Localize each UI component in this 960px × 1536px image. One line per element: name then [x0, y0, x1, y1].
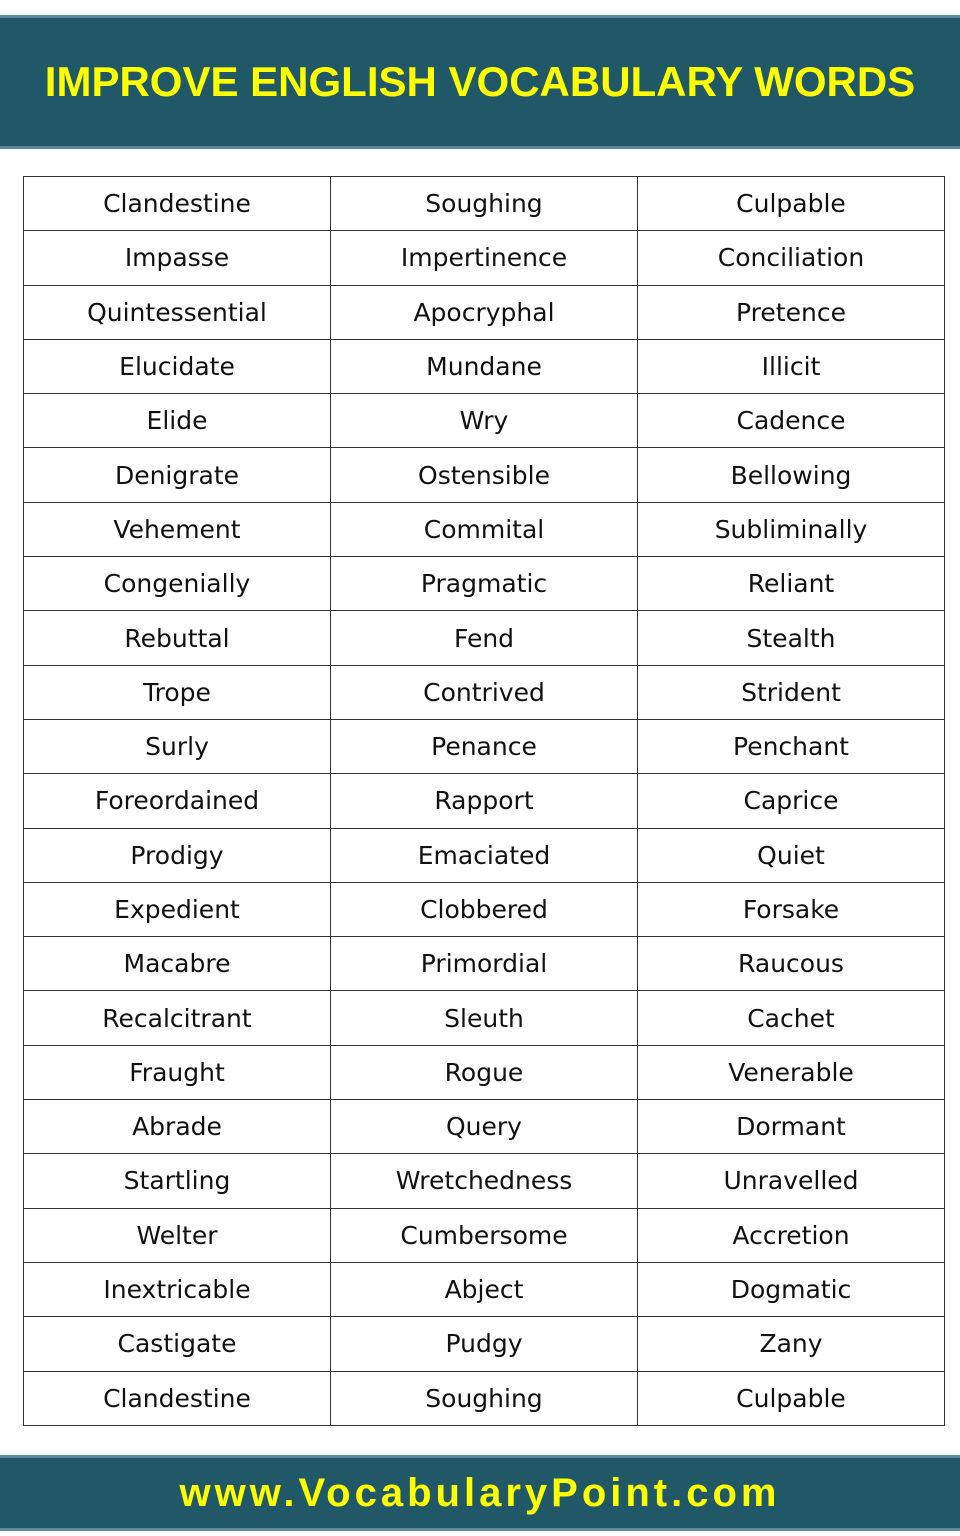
word-cell: Zany: [637, 1316, 945, 1372]
word-cell: Ostensible: [330, 447, 638, 503]
word-cell: Subliminally: [637, 501, 945, 558]
table-row: Macabre Primordial Raucous: [23, 936, 945, 992]
word-cell: Congenially: [23, 556, 331, 612]
table-row: Elucidate Mundane Illicit: [23, 338, 945, 395]
word-cell: Commital: [330, 501, 638, 558]
footer-url: www.VocabularyPoint.com: [0, 1455, 960, 1531]
table-row: Elide Wry Cadence: [23, 393, 945, 449]
word-cell: Denigrate: [23, 447, 331, 503]
table-row: Vehement Commital Subliminally: [23, 501, 945, 558]
word-cell: Clandestine: [23, 175, 331, 232]
word-cell: Startling: [23, 1153, 331, 1209]
word-cell: Venerable: [637, 1044, 945, 1101]
word-cell: Pudgy: [330, 1316, 638, 1372]
word-cell: Conciliation: [637, 230, 945, 286]
word-cell: Bellowing: [637, 447, 945, 503]
word-cell: Pragmatic: [330, 556, 638, 612]
word-cell: Forsake: [637, 881, 945, 938]
word-cell: Rapport: [330, 773, 638, 829]
word-cell: Inextricable: [23, 1261, 331, 1318]
word-cell: Rebuttal: [23, 610, 331, 666]
word-cell: Rogue: [330, 1044, 638, 1101]
word-cell: Strident: [637, 664, 945, 720]
table-row: Denigrate Ostensible Bellowing: [23, 447, 945, 503]
word-cell: Cumbersome: [330, 1207, 638, 1263]
word-cell: Wry: [330, 393, 638, 449]
word-cell: Mundane: [330, 338, 638, 395]
word-cell: Reliant: [637, 556, 945, 612]
word-cell: Raucous: [637, 936, 945, 992]
word-cell: Vehement: [23, 501, 331, 558]
word-cell: Apocryphal: [330, 284, 638, 340]
word-cell: Welter: [23, 1207, 331, 1263]
word-cell: Castigate: [23, 1316, 331, 1372]
word-cell: Surly: [23, 718, 331, 775]
table-row: Welter Cumbersome Accretion: [23, 1207, 945, 1263]
word-cell: Culpable: [637, 1370, 945, 1426]
word-cell: Cadence: [637, 393, 945, 449]
table-row: Clandestine Soughing Culpable: [23, 175, 945, 232]
table-row: Surly Penance Penchant: [23, 718, 945, 775]
word-cell: Expedient: [23, 881, 331, 938]
table-row: Rebuttal Fend Stealth: [23, 610, 945, 666]
word-cell: Penchant: [637, 718, 945, 775]
word-cell: Macabre: [23, 936, 331, 992]
word-cell: Cachet: [637, 990, 945, 1046]
word-cell: Penance: [330, 718, 638, 775]
word-cell: Sleuth: [330, 990, 638, 1046]
vocab-table: Clandestine Soughing Culpable Impasse Impert…: [23, 175, 945, 1426]
word-cell: Dormant: [637, 1099, 945, 1155]
table-row: Fraught Rogue Venerable: [23, 1044, 945, 1101]
word-cell: Pretence: [637, 284, 945, 340]
table-row: Inextricable Abject Dogmatic: [23, 1261, 945, 1318]
word-cell: Foreordained: [23, 773, 331, 829]
word-cell: Quintessential: [23, 284, 331, 340]
table-row: Foreordained Rapport Caprice: [23, 773, 945, 829]
table-row: Abrade Query Dormant: [23, 1099, 945, 1155]
word-cell: Impasse: [23, 230, 331, 286]
word-cell: Fend: [330, 610, 638, 666]
word-cell: Primordial: [330, 936, 638, 992]
word-cell: Elucidate: [23, 338, 331, 395]
table-row: Recalcitrant Sleuth Cachet: [23, 990, 945, 1046]
word-cell: Elide: [23, 393, 331, 449]
word-cell: Contrived: [330, 664, 638, 720]
word-cell: Stealth: [637, 610, 945, 666]
word-cell: Soughing: [330, 1370, 638, 1426]
word-cell: Unravelled: [637, 1153, 945, 1209]
table-row: Quintessential Apocryphal Pretence: [23, 284, 945, 340]
word-cell: Clandestine: [23, 1370, 331, 1426]
word-cell: Culpable: [637, 175, 945, 232]
word-cell: Fraught: [23, 1044, 331, 1101]
table-row: Expedient Clobbered Forsake: [23, 881, 945, 938]
word-cell: Caprice: [637, 773, 945, 829]
word-cell: Soughing: [330, 175, 638, 232]
word-cell: Clobbered: [330, 881, 638, 938]
word-cell: Dogmatic: [637, 1261, 945, 1318]
word-cell: Illicit: [637, 338, 945, 395]
table-row: Castigate Pudgy Zany: [23, 1316, 945, 1372]
table-row: Startling Wretchedness Unravelled: [23, 1153, 945, 1209]
word-cell: Recalcitrant: [23, 990, 331, 1046]
word-cell: Accretion: [637, 1207, 945, 1263]
word-cell: Impertinence: [330, 230, 638, 286]
word-cell: Quiet: [637, 827, 945, 883]
word-cell: Abject: [330, 1261, 638, 1318]
table-row: Impasse Impertinence Conciliation: [23, 230, 945, 286]
table-row: Trope Contrived Strident: [23, 664, 945, 720]
header-title: IMPROVE ENGLISH VOCABULARY WORDS: [0, 15, 960, 149]
table-row: Prodigy Emaciated Quiet: [23, 827, 945, 883]
table-row: Clandestine Soughing Culpable: [23, 1370, 945, 1426]
table-row: Congenially Pragmatic Reliant: [23, 556, 945, 612]
word-cell: Query: [330, 1099, 638, 1155]
word-cell: Prodigy: [23, 827, 331, 883]
word-cell: Emaciated: [330, 827, 638, 883]
word-cell: Abrade: [23, 1099, 331, 1155]
word-cell: Wretchedness: [330, 1153, 638, 1209]
word-cell: Trope: [23, 664, 331, 720]
